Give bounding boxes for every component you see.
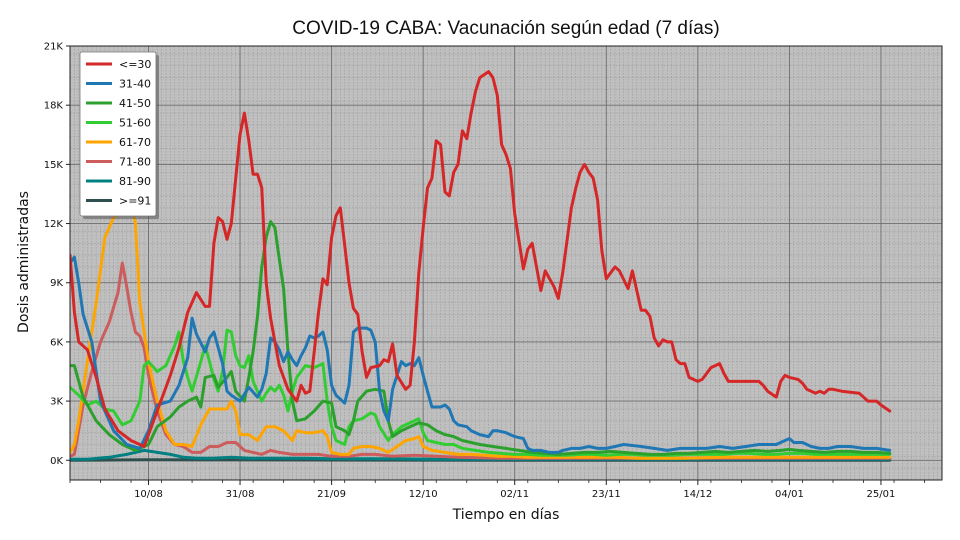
legend-box — [79, 51, 157, 217]
y-axis: 0K 3K 6K 9K 12K 15K 18K 21K — [44, 42, 70, 467]
chart-title: COVID-19 CABA: Vacunación según edad (7 … — [292, 18, 719, 39]
legend-entry: 31-40 — [119, 78, 151, 91]
legend-entry: 51-60 — [119, 117, 151, 130]
y-axis-label: Dosis administradas — [16, 191, 32, 333]
series-line — [70, 196, 892, 460]
series-line — [70, 255, 892, 454]
series-line — [70, 328, 892, 457]
x-tick-label: 04/01 — [775, 489, 804, 500]
x-axis: 10/08 31/08 21/09 12/10 02/11 23/11 14/12 04/01… — [69, 480, 925, 500]
y-tick-label: 9K — [50, 278, 63, 289]
y-tick-label: 15K — [44, 160, 64, 171]
y-tick-label: 18K — [44, 101, 64, 112]
legend-entry: 71-80 — [119, 156, 151, 169]
series-line — [70, 261, 892, 460]
x-tick-label: 21/09 — [317, 489, 346, 500]
y-tick-label: 12K — [44, 219, 64, 230]
x-tick-label: 02/11 — [500, 489, 529, 500]
legend: <=30 31-40 41-50 51-60 61-70 71-80 81-90 >=91 — [79, 51, 159, 219]
y-tick-label: 21K — [44, 42, 64, 53]
legend-entry: <=30 — [119, 58, 151, 71]
series-lines — [70, 70, 892, 462]
legend-entry: 61-70 — [119, 136, 151, 149]
series-line — [70, 220, 892, 456]
legend-entry: 41-50 — [119, 97, 151, 110]
series-line — [70, 70, 892, 448]
x-axis-label: Tiempo en días — [452, 507, 560, 523]
y-tick-label: 0K — [50, 456, 63, 467]
series-line — [70, 448, 892, 461]
y-tick-label: 6K — [50, 337, 63, 348]
legend-entry: >=91 — [119, 195, 151, 208]
plot-frame — [69, 45, 943, 481]
x-tick-label: 12/10 — [409, 489, 438, 500]
x-tick-label: 14/12 — [683, 489, 712, 500]
x-tick-label: 10/08 — [134, 489, 163, 500]
x-tick-label: 23/11 — [592, 489, 621, 500]
x-tick-label: 25/01 — [867, 489, 896, 500]
x-tick-label: 31/08 — [226, 489, 255, 500]
y-tick-label: 3K — [50, 397, 63, 408]
legend-entry: 81-90 — [119, 175, 151, 188]
